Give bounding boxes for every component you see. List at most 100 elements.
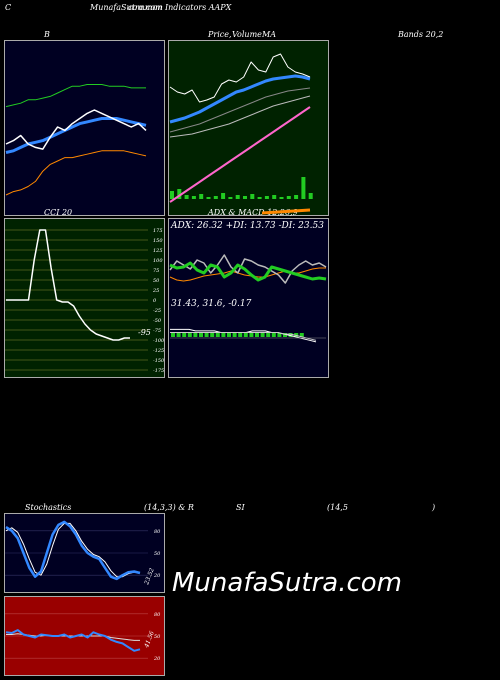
cci-level-label: 50: [153, 278, 160, 284]
macd-histogram-bar: [215, 333, 220, 337]
price-orange-stub: [261, 208, 311, 215]
cci-level-label: -125: [153, 348, 164, 354]
bollinger-middle-line: [5, 117, 147, 154]
cci-level-label: -50: [153, 318, 162, 324]
macd-signal-line: [170, 332, 317, 341]
watermark: MunafaSutra.com: [172, 568, 403, 598]
volume-bar: [257, 197, 262, 199]
macd-histogram-bar: [210, 333, 215, 337]
cci-level-label: 175: [153, 228, 163, 234]
macd-histogram-bar: [243, 333, 248, 337]
stoch-level-label: 20: [153, 573, 161, 579]
cci-level-label: -150: [153, 358, 165, 364]
price-pink-ma-line: [169, 106, 311, 203]
macd-histogram-bar: [232, 333, 237, 337]
adx-panel: [168, 218, 329, 378]
ma-label: MA: [262, 30, 276, 39]
cci-level-label: -25: [153, 308, 161, 314]
volume-bar: [235, 195, 240, 199]
volume-bar: [308, 193, 313, 199]
macd-histogram-bar: [182, 333, 187, 337]
stoch-level-label: 50: [154, 551, 161, 557]
macd-histogram-bar: [204, 333, 209, 337]
macd-histogram-bar: [171, 333, 175, 337]
volume-bar: [206, 197, 211, 199]
volume-bar: [301, 177, 306, 199]
stoch-d-line: [5, 522, 140, 578]
macd-histogram-bar: [299, 333, 304, 337]
cci-level-label: -75: [153, 328, 161, 334]
cci-level-label: -175: [153, 368, 164, 374]
macd-histogram-bar: [288, 333, 293, 337]
price-title: Price,: [208, 30, 232, 39]
cci-level-label: 125: [153, 248, 163, 254]
macd-histogram-bar: [193, 333, 198, 337]
site-title: MunafaSutra.com: [90, 3, 163, 12]
volume-bar: [213, 196, 218, 199]
adx-title: ADX & MACD 12,26,9: [208, 208, 298, 217]
volume-bar: [272, 195, 277, 199]
volume-bar: [228, 197, 233, 199]
stoch-title: Stochastics: [25, 503, 72, 512]
volume-bar: [221, 193, 226, 199]
bollinger-lower-line: [5, 150, 147, 196]
cci-level-label: 25: [152, 288, 159, 294]
macd-histogram-bar: [266, 333, 271, 337]
macd-histogram-bar: [277, 333, 282, 337]
bands-label: Bands 20,2: [398, 30, 444, 39]
cci-panel: [4, 218, 165, 378]
rsi-line: [5, 629, 141, 652]
stoch-k-line: [5, 520, 141, 581]
cci-value-label: -95: [138, 328, 151, 337]
volume-label: Volume: [232, 30, 262, 39]
bollinger-label: B: [44, 30, 50, 39]
volume-bar: [250, 194, 255, 199]
volume-bar: [177, 189, 182, 199]
stoch-level-label: 80: [154, 529, 161, 535]
bollinger-upper-line: [5, 84, 146, 108]
volume-bar: [279, 197, 284, 199]
macd-histogram-bar: [283, 333, 287, 337]
price-ma-line-2: [169, 87, 311, 133]
rsi-si-label: SI: [236, 503, 245, 512]
macd-histogram-bar: [176, 333, 181, 337]
rsi-level-label: 20: [153, 656, 161, 662]
adx-line: [169, 261, 327, 282]
rsi-close-paren: ): [432, 503, 436, 512]
macd-histogram-bar: [199, 333, 203, 337]
price-line: [169, 53, 311, 103]
rsi-level-label: 50: [154, 634, 161, 640]
macd-histogram-bar: [271, 333, 276, 337]
volume-bar: [243, 196, 247, 199]
cci-level-label: 150: [153, 238, 163, 244]
indicators-title: common Indicators AAPX: [128, 3, 232, 12]
bollinger-price-line: [5, 109, 147, 150]
volume-bar: [191, 196, 196, 199]
cci-level-label: 0: [153, 298, 157, 304]
volume-bar: [184, 195, 189, 199]
volume-bar: [199, 194, 204, 199]
volume-bar: [264, 196, 269, 199]
rsi-params: (14,5: [327, 503, 348, 512]
cci-line: [6, 229, 130, 341]
macd-histogram-bar: [260, 333, 265, 337]
macd-line: [170, 328, 317, 343]
header-left-letter: C: [5, 3, 12, 12]
macd-histogram-bar: [187, 333, 192, 337]
adx-minus-di-line: [169, 254, 327, 284]
macd-histogram-bar: [255, 333, 259, 337]
macd-readout: 31.43, 31.6, -0.17: [171, 299, 252, 309]
macd-histogram-bar: [238, 333, 243, 337]
macd-histogram-bar: [221, 333, 226, 337]
cci-title: CCI 20: [44, 208, 73, 217]
volume-bar: [286, 196, 291, 199]
macd-histogram-bar: [227, 333, 231, 337]
cci-level-label: 75: [153, 268, 159, 274]
volume-bar: [294, 195, 299, 199]
bollinger-panel: [4, 40, 165, 216]
cci-level-label: -100: [153, 338, 165, 344]
rsi-level-label: 80: [154, 612, 161, 618]
price-ma-line-1: [169, 74, 311, 124]
macd-histogram-bar: [249, 333, 254, 337]
